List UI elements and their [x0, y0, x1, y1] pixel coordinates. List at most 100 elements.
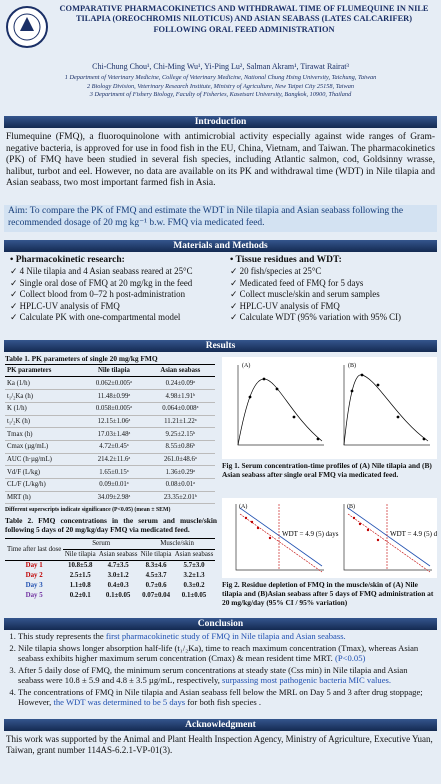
table-cell: 214.2±11.6ᵃ — [82, 453, 146, 467]
section-heading: Materials and Methods — [4, 240, 437, 252]
table-cell: 11.21±1.22ᵃ — [145, 415, 215, 429]
table-cell: 0.7±0.6 — [145, 582, 167, 590]
wdt-label: WDT = 4.9 (5) days — [390, 530, 437, 538]
conclusion-item: After 5 daily dose of FMQ, the minimum s… — [18, 665, 434, 686]
table-cell: 0.3±0.2 — [183, 582, 205, 590]
conclusion-item: Nile tilapia shows longer absorption hal… — [18, 643, 434, 664]
table-cell: Cmax (µg/mL) — [5, 440, 83, 454]
table-cell: 8.3±4.6 — [145, 562, 167, 570]
table-cell: 0.2±0.1 — [69, 592, 91, 600]
table-footnote: Different superscripts indicate signific… — [5, 507, 171, 514]
table-header: PK parameters Nile tilapia Asian seabass — [5, 363, 215, 378]
header-cell: Asian seabass — [98, 551, 138, 559]
table-cell: Ka (1/h) — [5, 376, 83, 391]
table-cell: 8.55±0.86ᵇ — [145, 440, 215, 454]
logo — [6, 6, 48, 48]
conclusion-text: (P<0.05) — [334, 653, 366, 663]
conclusion-text: the WDT was determined to be 5 days — [53, 697, 186, 707]
table: PK parameters Nile tilapia Asian seabass Ka… — [5, 363, 215, 505]
table-cell: 23.35±2.01ᵇ — [145, 491, 215, 505]
header-cell: Nile tilapia — [82, 363, 146, 378]
affiliations: 1 Department of Veterinary Medicine, Col… — [4, 74, 437, 100]
conclusion-text: surpassing most pathogenic bacteria MIC … — [222, 675, 392, 685]
methods-column: Pharmacokinetic research:4 Nile tilapia … — [10, 255, 222, 323]
header-cell: Nile tilapia — [64, 551, 96, 559]
table-cell: 4.98±1.91ᵇ — [145, 389, 215, 403]
table-cell: 5.7±3.0 — [183, 562, 205, 570]
header-cell: PK parameters — [5, 363, 83, 378]
section-heading: Introduction — [4, 116, 437, 128]
table-cell: MRT (h) — [5, 491, 83, 505]
table-cell: 4.5±3.7 — [145, 572, 167, 580]
affiliation: 3 Department of Fishery Biology, Faculty… — [89, 91, 352, 99]
table-cell: 3.2±1.3 — [183, 572, 205, 580]
table-cell: CL/F (L/kg/h) — [5, 478, 83, 492]
table-cell: 4.72±0.45ᵃ — [82, 440, 146, 454]
section-heading: Acknowledgment — [4, 719, 437, 731]
conclusion-list: This study represents the first pharmaco… — [4, 631, 434, 709]
table-cell: 11.48±0.99ᵃ — [82, 389, 146, 403]
conclusion-item: This study represents the first pharmaco… — [18, 631, 434, 642]
table-row: Tmax (h) 17.03±1.48ᵃ 9.25±2.15ᵇ — [5, 427, 215, 441]
table1-block: Table 1. PK parameters of single 20 mg/k… — [5, 354, 217, 514]
section-heading: Conclusion — [4, 618, 437, 630]
figure-1: (A) (B) — [222, 357, 437, 459]
table-cell: 0.1±0.05 — [181, 592, 207, 600]
table-caption: Table 2. FMQ concentrations in the serum… — [5, 516, 217, 534]
table-row: Day 3 1.1±0.8 0.4±0.3 0.7±0.6 0.3±0.2 — [5, 581, 215, 591]
conclusion-text: The concentrations of FMQ in Nile tilapi… — [18, 686, 423, 708]
table-cell: 0.08±0.01ᵃ — [145, 478, 215, 492]
table-cell: 2.5±1.5 — [69, 572, 91, 580]
table-cell: 0.09±0.01ᵃ — [82, 478, 146, 492]
table-cell: 0.064±0.008ᵃ — [145, 402, 215, 416]
conclusion-text: Nile tilapia shows longer absorption hal… — [18, 642, 419, 664]
table-cell: 0.4±0.3 — [107, 582, 129, 590]
table2-block: Table 2. FMQ concentrations in the serum… — [5, 516, 217, 601]
table-row: Cmax (µg/mL) 4.72±0.45ᵃ 8.55±0.86ᵇ — [5, 440, 215, 454]
table-cell: Tmax (h) — [5, 427, 83, 441]
table-header: Time after last dose Serum Muscle/skin — [5, 538, 215, 561]
method-title: Pharmacokinetic research: — [10, 255, 222, 266]
row-label: Day 2 — [25, 572, 43, 580]
panel-label: (A) — [242, 362, 250, 369]
affiliation: 1 Department of Veterinary Medicine, Col… — [64, 74, 377, 81]
table-cell: 9.25±2.15ᵇ — [145, 427, 215, 441]
table-cell: 0.07±0.04 — [142, 592, 171, 600]
table-subheader: Nile tilapia Asian seabass Nile tilapia Asi… — [5, 549, 215, 561]
table-caption: Table 1. PK parameters of single 20 mg/k… — [5, 354, 158, 363]
table-cell: 4.7±3.5 — [107, 562, 129, 570]
table-row: AUC (h·µg/mL) 214.2±11.6ᵃ 261.0±48.6ᵃ — [5, 453, 215, 467]
figure-2: (A) (B) WDT = 4.9 (5) days WDT = 4.9 (5)… — [222, 498, 437, 578]
table-row: Ka (1/h) 0.062±0.005ᵃ 0.24±0.09ᵃ — [5, 376, 215, 391]
table-cell: Vd/F (L/kg) — [5, 465, 83, 479]
row-label: Day 5 — [25, 592, 43, 600]
method-item: HPLC-UV analysis of FMQ — [10, 301, 222, 312]
conclusion-text: After 5 daily dose of FMQ, the minimum s… — [18, 664, 408, 686]
table-cell: 3.0±1.2 — [107, 572, 129, 580]
header-cell: Nile tilapia — [140, 551, 172, 559]
panel-label: (B) — [347, 503, 355, 510]
table-cell: t₁/₂K (h) — [5, 415, 83, 429]
method-item: Collect muscle/skin and serum samples — [230, 289, 435, 300]
table-cell: 10.8±5.8 — [68, 562, 93, 570]
affiliation: 2 Biology Division, Veterinary Research … — [86, 82, 355, 90]
row-label: Day 3 — [25, 582, 43, 590]
header-cell: Time after last dose — [5, 538, 64, 561]
table-row: MRT (h) 34.09±2.98ᵃ 23.35±2.01ᵇ — [5, 491, 215, 505]
conclusion-text: This study represents the — [18, 631, 106, 641]
table-cell: 0.062±0.005ᵃ — [82, 376, 146, 391]
method-item: Calculate PK with one-compartmental mode… — [10, 312, 222, 323]
table-cell: 17.03±1.48ᵃ — [82, 427, 146, 441]
table-row: Vd/F (L/kg) 1.65±0.15ᵃ 1.36±0.29ᵃ — [5, 465, 215, 479]
title: COMPARATIVE PHARMACOKINETICS AND WITHDRA… — [59, 4, 429, 34]
method-item: Calculate WDT (95% variation with 95% CI… — [230, 312, 435, 323]
section-heading: Results — [4, 340, 437, 352]
panel-label: (A) — [239, 503, 247, 510]
panel-label: (B) — [348, 362, 356, 369]
conclusion-text: first pharmacokinetic study of FMQ in Ni… — [105, 631, 346, 641]
table-row: Day 2 2.5±1.5 3.0±1.2 4.5±3.7 3.2±1.3 — [5, 571, 215, 581]
table-cell: 34.09±2.98ᵃ — [82, 491, 146, 505]
table-row: Day 1 10.8±5.8 4.7±3.5 8.3±4.6 5.7±3.0 — [5, 560, 215, 571]
header-cell: Asian seabass — [145, 363, 215, 378]
